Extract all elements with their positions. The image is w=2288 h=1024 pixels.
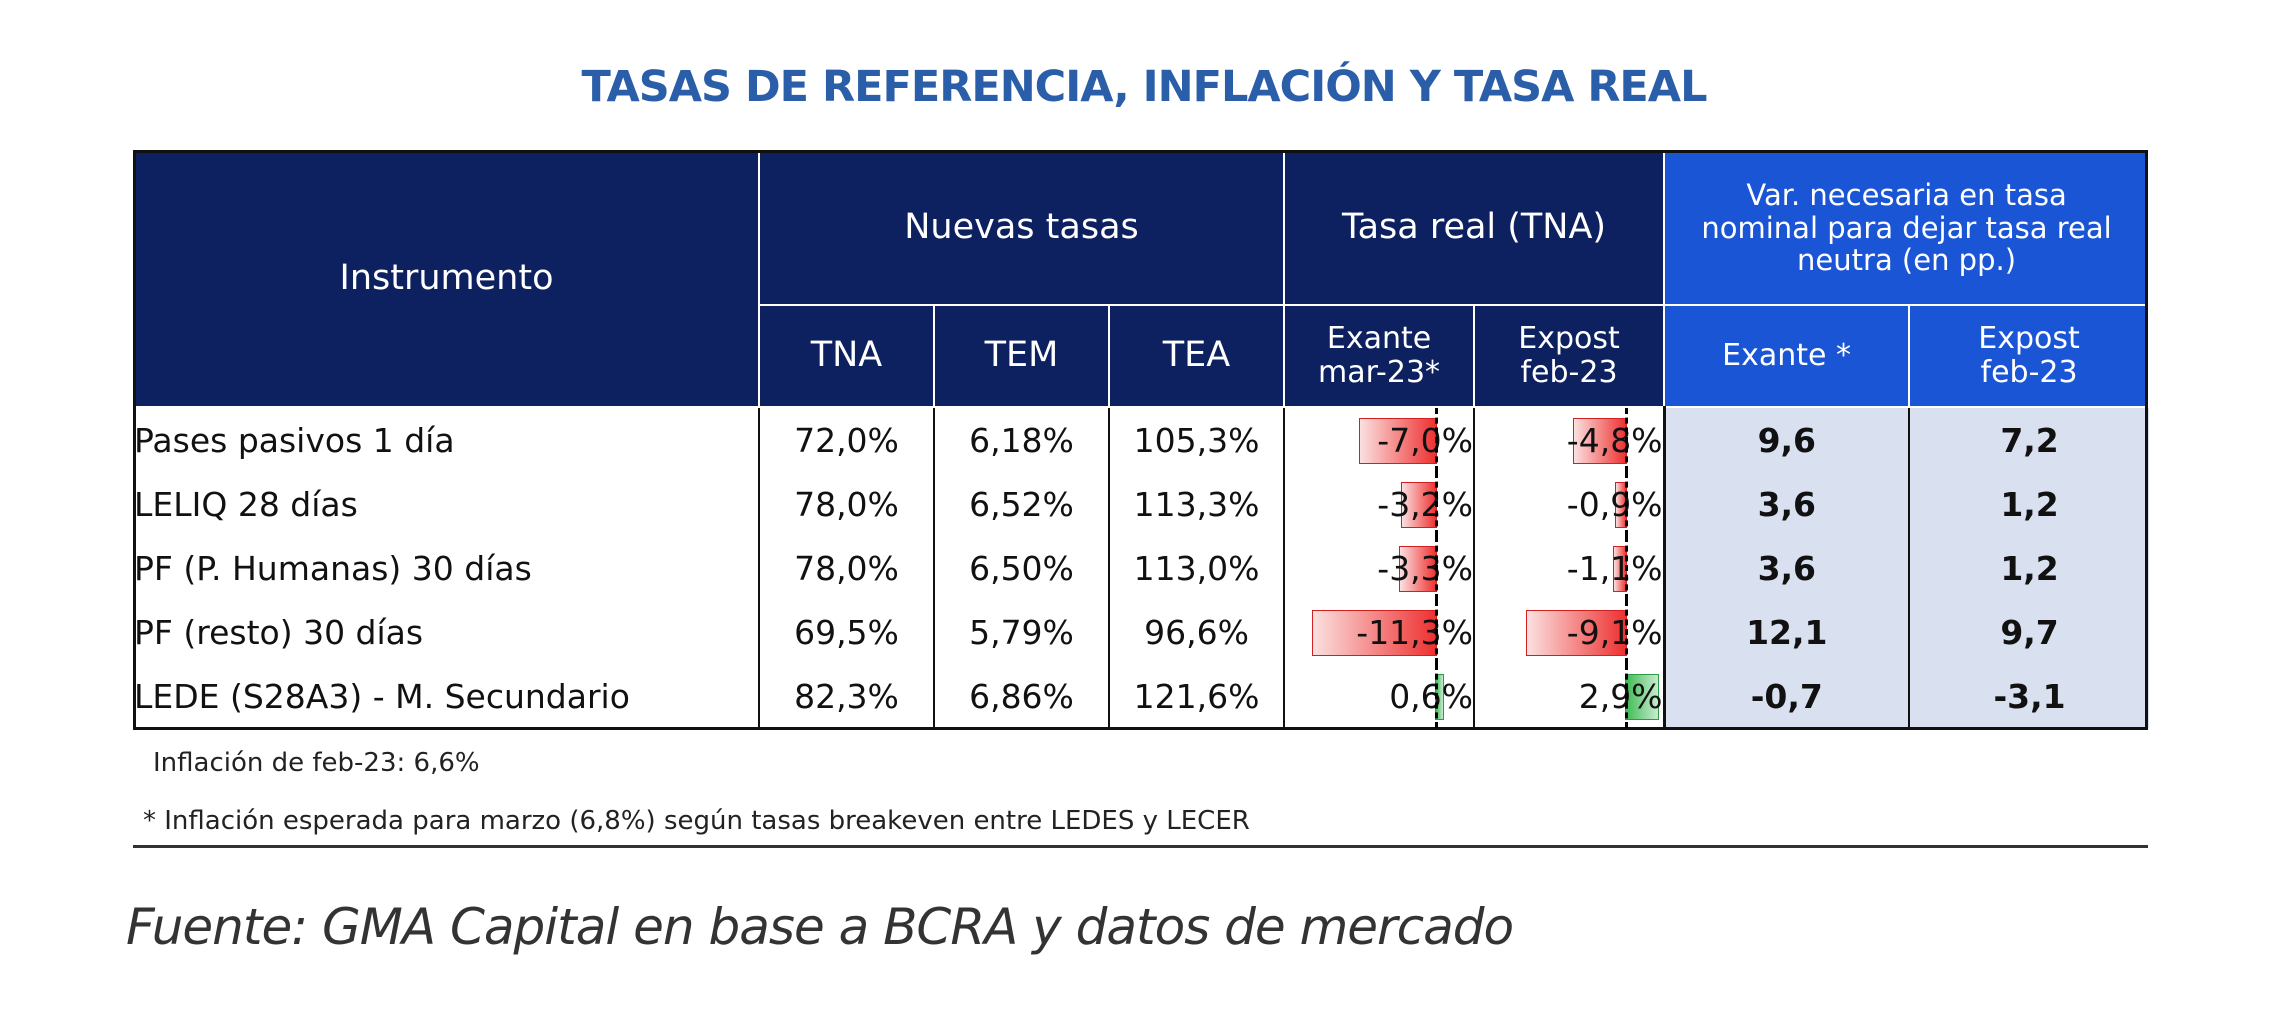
chart-title: TASAS DE REFERENCIA, INFLACIÓN Y TASA RE…	[581, 62, 1707, 112]
table-row: Pases pasivos 1 día 72,0% 6,18% 105,3% -7,0%…	[134, 407, 2150, 472]
cell-tna: 78,0%	[758, 536, 934, 600]
cell-var-expost: 9,7	[1908, 600, 2150, 664]
cell-tna: 78,0%	[758, 472, 934, 536]
cell-tea: 96,6%	[1107, 600, 1285, 664]
cell-var-expost: 1,2	[1908, 536, 2150, 600]
cell-instrumento: LEDE (S28A3) - M. Secundario	[134, 676, 630, 716]
zero-axis-line	[1435, 408, 1439, 472]
bar-value-label: -1,1%	[1566, 548, 1663, 588]
table-row: PF (resto) 30 días 69,5% 5,79% 96,6% -11,3% -…	[134, 600, 2150, 664]
zero-axis-line	[1625, 472, 1629, 536]
header-tem: TEM	[933, 304, 1110, 408]
cell-var-exante: -0,7	[1662, 664, 1910, 728]
bar-value-label: -3,3%	[1377, 548, 1474, 588]
cell-tea: 121,6%	[1107, 664, 1285, 728]
zero-axis-line	[1625, 664, 1629, 728]
cell-var-expost: 7,2	[1908, 407, 2150, 472]
zero-axis-line	[1435, 664, 1439, 728]
cell-real-exante: -11,3%	[1283, 600, 1475, 664]
header-var-expost-line1: Expost	[1978, 321, 2080, 357]
bar-value-label: -0,9%	[1566, 484, 1663, 524]
bar-value-label: 2,9%	[1578, 676, 1663, 716]
note-inflacion-esperada: * Inflación esperada para marzo (6,8%) s…	[143, 806, 1250, 836]
bar-value-label: -11,3%	[1356, 612, 1474, 652]
header-var-expost: Expost feb-23	[1908, 304, 2151, 408]
cell-tna: 72,0%	[758, 407, 934, 472]
zero-axis-line	[1625, 536, 1629, 600]
header-real-expost-line1: Expost	[1518, 321, 1620, 357]
cell-tea: 113,0%	[1107, 536, 1285, 600]
cell-tea: 105,3%	[1107, 407, 1285, 472]
header-real-exante-line2: mar-23*	[1318, 355, 1441, 390]
bar-value-label: -4,8%	[1566, 420, 1663, 460]
divider	[133, 845, 2148, 848]
cell-tea: 113,3%	[1107, 472, 1285, 536]
cell-tem: 6,52%	[933, 472, 1109, 536]
header-real-expost-line2: feb-23	[1520, 355, 1618, 390]
cell-tem: 6,50%	[933, 536, 1109, 600]
cell-var-exante: 9,6	[1662, 407, 1910, 472]
cell-tem: 5,79%	[933, 600, 1109, 664]
zero-axis-line	[1435, 600, 1439, 664]
cell-real-exante: -3,2%	[1283, 472, 1475, 536]
header-real-exante: Exante mar-23*	[1283, 304, 1476, 408]
cell-tna: 69,5%	[758, 600, 934, 664]
cell-var-expost: -3,1	[1908, 664, 2150, 728]
cell-real-expost: -4,8%	[1473, 407, 1665, 472]
table-row: PF (P. Humanas) 30 días 78,0% 6,50% 113,0% -…	[134, 536, 2150, 600]
cell-real-expost: -9,1%	[1473, 600, 1665, 664]
header-var-exante: Exante *	[1663, 304, 1911, 408]
bar-value-label: -9,1%	[1566, 612, 1663, 652]
negative-bar	[1572, 418, 1628, 464]
cell-instrumento: PF (P. Humanas) 30 días	[134, 548, 532, 588]
header-var-necesaria: Var. necesaria en tasa nominal para deja…	[1663, 150, 2151, 306]
header-instrumento: Instrumento	[133, 150, 760, 408]
negative-bar	[1526, 610, 1628, 656]
header-tea: TEA	[1107, 304, 1286, 408]
table-row: LELIQ 28 días 78,0% 6,52% 113,3% -3,2% -0,9% 3…	[134, 472, 2150, 536]
source-note: Fuente: GMA Capital en base a BCRA y dat…	[126, 898, 1514, 956]
cell-tem: 6,86%	[933, 664, 1109, 728]
negative-bar	[1359, 418, 1438, 464]
bar-value-label: -3,2%	[1377, 484, 1474, 524]
cell-tem: 6,18%	[933, 407, 1109, 472]
zero-axis-line	[1435, 472, 1439, 536]
header-tasa-real: Tasa real (TNA)	[1283, 150, 1666, 306]
cell-real-exante: -7,0%	[1283, 407, 1475, 472]
note-inflacion: Inflación de feb-23: 6,6%	[153, 748, 480, 778]
cell-instrumento: Pases pasivos 1 día	[134, 420, 455, 460]
header-tna: TNA	[758, 304, 935, 408]
header-nuevas-tasas: Nuevas tasas	[757, 150, 1286, 306]
header-real-expost: Expost feb-23	[1473, 304, 1666, 408]
rates-table: Instrumento Nuevas tasas Tasa real (TNA)…	[133, 150, 2151, 728]
cell-var-expost: 1,2	[1908, 472, 2150, 536]
cell-tna: 82,3%	[758, 664, 934, 728]
negative-bar	[1312, 610, 1438, 656]
zero-axis-line	[1435, 536, 1439, 600]
cell-instrumento: LELIQ 28 días	[134, 484, 358, 524]
table-body: Pases pasivos 1 día 72,0% 6,18% 105,3% -7,0%…	[134, 407, 2150, 728]
header-real-exante-line1: Exante	[1326, 321, 1432, 357]
cell-real-expost: 2,9%	[1473, 664, 1665, 728]
bar-value-label: 0,6%	[1389, 676, 1474, 716]
zero-axis-line	[1625, 600, 1629, 664]
cell-real-exante: -3,3%	[1283, 536, 1475, 600]
cell-real-expost: -0,9%	[1473, 472, 1665, 536]
cell-instrumento: PF (resto) 30 días	[134, 612, 424, 652]
cell-var-exante: 3,6	[1662, 472, 1910, 536]
cell-real-exante: 0,6%	[1283, 664, 1475, 728]
cell-var-exante: 3,6	[1662, 536, 1910, 600]
header-var-expost-line2: feb-23	[1980, 355, 2078, 390]
cell-real-expost: -1,1%	[1473, 536, 1665, 600]
zero-axis-line	[1625, 408, 1629, 472]
cell-var-exante: 12,1	[1662, 600, 1910, 664]
bar-value-label: -7,0%	[1377, 420, 1474, 460]
table-row: LEDE (S28A3) - M. Secundario 82,3% 6,86% 12…	[134, 664, 2150, 728]
negative-bar	[1400, 482, 1438, 528]
